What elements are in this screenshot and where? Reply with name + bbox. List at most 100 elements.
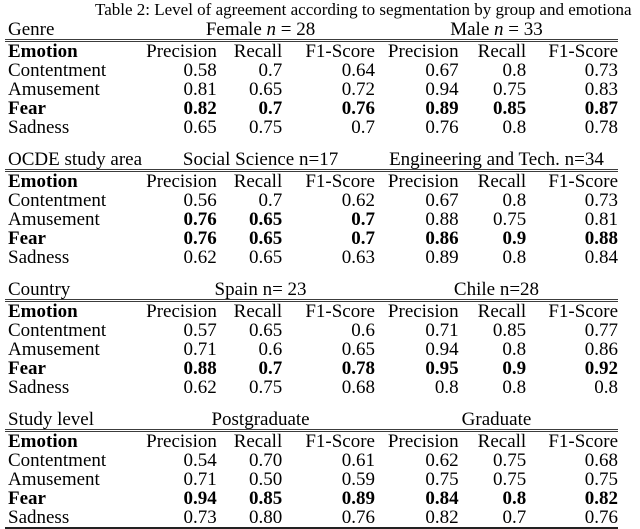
emotion-label: Fear (8, 229, 46, 248)
value-cell: 0.72 (341, 80, 375, 99)
value-cell: 0.83 (584, 80, 618, 99)
value-cell: 0.75 (248, 118, 283, 137)
value-cell: 0.59 (341, 470, 375, 489)
value-cell: 0.65 (248, 80, 283, 99)
metric-header: F1-Score (305, 431, 375, 451)
table-row: Amusement 0.71 0.6 0.65 0.94 0.8 0.86 (5, 340, 618, 359)
value-cell: 0.76 (183, 229, 217, 248)
metric-header: F1-Score (548, 171, 618, 191)
value-cell: 0.57 (183, 321, 217, 340)
emotion-label: Amusement (8, 340, 100, 359)
value-cell: 0.8 (502, 248, 527, 267)
value-cell: 0.8 (502, 61, 527, 80)
group-1-name: Social Science n=17 (182, 150, 339, 170)
emotion-label: Fear (8, 359, 46, 378)
value-cell: 0.8 (502, 340, 527, 359)
table-section-study-level: Study level Postgraduate Graduate Emotio… (5, 410, 618, 529)
group-2-header: Graduate (374, 410, 618, 432)
group-2-header: Chile n=28 (374, 280, 618, 302)
emotion-label: Amusement (8, 470, 100, 489)
metric-header: Precision (146, 171, 217, 191)
metric-header: F1-Score (548, 301, 618, 321)
group-1-header: Spain n= 23 (146, 280, 375, 302)
value-cell: 0.89 (425, 99, 459, 118)
table-row: Sadness 0.62 0.75 0.68 0.8 0.8 0.8 (5, 378, 618, 397)
value-cell: 0.76 (341, 99, 375, 118)
emotion-label: Fear (8, 99, 46, 118)
metric-header: Precision (146, 431, 217, 451)
value-cell: 0.63 (341, 248, 375, 267)
emotion-header: Emotion (8, 431, 78, 451)
emotion-header: Emotion (8, 301, 78, 321)
value-cell: 0.8 (502, 489, 527, 508)
value-cell: 0.95 (425, 359, 459, 378)
column-header-row: Emotion Precision Recall F1-Score Precis… (5, 171, 618, 192)
emotion-header: Emotion (8, 41, 78, 61)
value-cell: 0.75 (425, 470, 459, 489)
table-row: Sadness 0.73 0.80 0.76 0.82 0.7 0.76 (5, 508, 618, 528)
emotion-label: Sadness (8, 118, 70, 137)
value-cell: 0.62 (341, 191, 375, 210)
emotion-label: Amusement (8, 80, 100, 99)
value-cell: 0.71 (425, 321, 459, 340)
value-cell: 0.85 (492, 321, 527, 340)
metric-header: Recall (233, 41, 283, 61)
value-cell: 0.89 (425, 248, 459, 267)
value-cell: 0.6 (258, 340, 283, 359)
value-cell: 0.71 (183, 470, 217, 489)
table-caption: Table 2: Level of agreement according to… (95, 0, 632, 19)
value-cell: 0.86 (425, 229, 459, 248)
value-cell: 0.68 (584, 451, 618, 470)
section-label: Genre (5, 20, 147, 42)
group-2-name: Engineering and Tech. n=34 (389, 150, 604, 170)
section-label: OCDE study area (5, 150, 147, 172)
metric-header: Precision (387, 171, 459, 191)
value-cell: 0.78 (584, 118, 618, 137)
value-cell: 0.9 (502, 229, 527, 248)
value-cell: 0.50 (248, 470, 283, 489)
value-cell: 0.73 (584, 191, 618, 210)
table-row: Contentment 0.56 0.7 0.62 0.67 0.8 0.73 (5, 191, 618, 210)
value-cell: 0.94 (425, 340, 459, 359)
section-label: Country (5, 280, 147, 302)
emotion-label: Sadness (8, 508, 70, 528)
metric-header: F1-Score (548, 41, 618, 61)
value-cell: 0.73 (584, 61, 618, 80)
value-cell: 0.88 (183, 359, 217, 378)
metric-header: Recall (233, 301, 283, 321)
group-1-count: = 28 (276, 20, 316, 40)
table-section-country: Country Spain n= 23 Chile n=28 Emotion P… (5, 280, 618, 397)
value-cell: 0.82 (584, 489, 618, 508)
value-cell: 0.62 (183, 248, 217, 267)
group-1-header: Social Science n=17 (146, 150, 375, 172)
group-2-header: Engineering and Tech. n=34 (374, 150, 618, 172)
value-cell: 0.84 (584, 248, 618, 267)
value-cell: 0.76 (425, 118, 459, 137)
metric-header: Recall (477, 41, 527, 61)
value-cell: 0.70 (248, 451, 283, 470)
value-cell: 0.7 (258, 359, 283, 378)
table-row: Amusement 0.76 0.65 0.7 0.88 0.75 0.81 (5, 210, 618, 229)
value-cell: 0.7 (351, 118, 375, 137)
group-1-name: Postgraduate (211, 410, 310, 430)
value-cell: 0.65 (248, 248, 283, 267)
metric-header: F1-Score (305, 301, 375, 321)
table-row: Sadness 0.62 0.65 0.63 0.89 0.8 0.84 (5, 248, 618, 267)
value-cell: 0.56 (183, 191, 217, 210)
value-cell: 0.76 (584, 508, 618, 528)
value-cell: 0.75 (492, 210, 527, 229)
value-cell: 0.65 (248, 321, 283, 340)
metric-header: Precision (146, 301, 217, 321)
value-cell: 0.58 (183, 61, 217, 80)
value-cell: 0.87 (584, 99, 618, 118)
value-cell: 0.75 (584, 470, 618, 489)
value-cell: 0.7 (351, 229, 375, 248)
group-header-row: Genre Female n = 28 Male n = 33 (5, 20, 618, 42)
column-header-row: Emotion Precision Recall F1-Score Precis… (5, 431, 618, 452)
value-cell: 0.81 (183, 80, 217, 99)
table-row: Amusement 0.71 0.50 0.59 0.75 0.75 0.75 (5, 470, 618, 489)
value-cell: 0.77 (584, 321, 618, 340)
value-cell: 0.78 (341, 359, 375, 378)
metric-header: F1-Score (305, 41, 375, 61)
group-2-name: Chile n=28 (453, 280, 540, 300)
